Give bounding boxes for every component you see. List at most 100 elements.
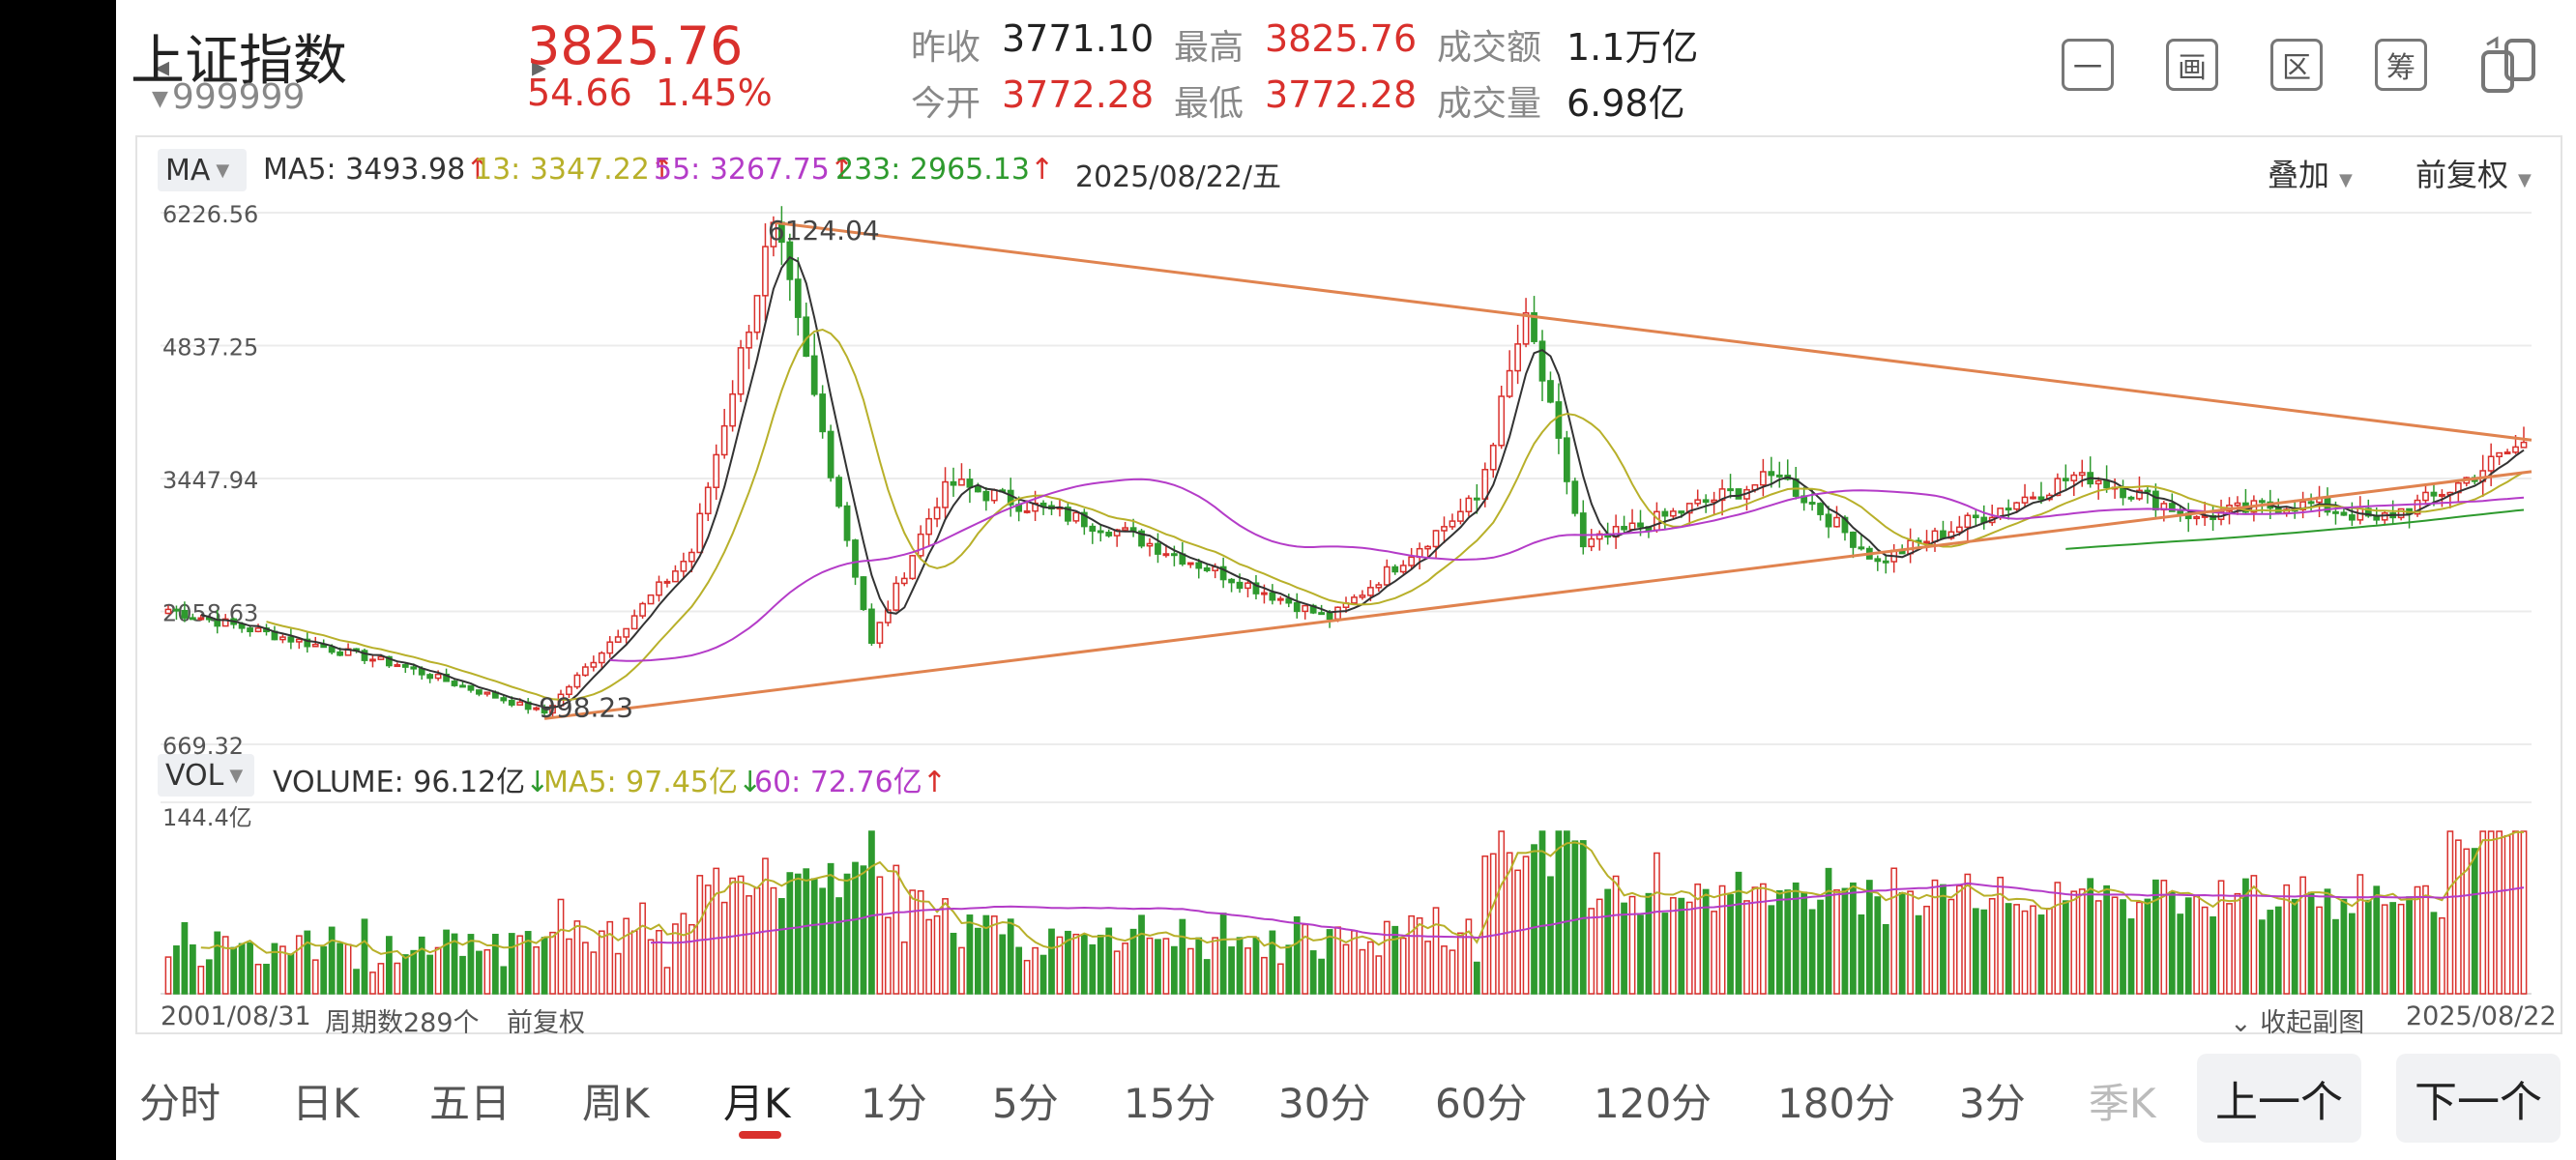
index-code-dropdown[interactable]: ▼ 999999 bbox=[152, 77, 305, 117]
candle-body bbox=[385, 655, 393, 667]
volume-bar bbox=[2324, 888, 2331, 995]
candle-body bbox=[1072, 511, 1080, 522]
volume-bar bbox=[1432, 907, 1440, 995]
volume-bar bbox=[181, 921, 189, 995]
ma55-line bbox=[609, 478, 2525, 662]
tab-monthly-k[interactable]: 月K bbox=[723, 1080, 791, 1127]
candle-body bbox=[1432, 530, 1440, 548]
candle-body bbox=[1718, 488, 1726, 502]
volume-bar bbox=[925, 918, 933, 995]
tab-180min[interactable]: 180分 bbox=[1777, 1080, 1896, 1127]
line-tool-icon[interactable]: 一 bbox=[2062, 39, 2114, 91]
candle-body bbox=[1383, 566, 1390, 586]
volume-bar bbox=[2013, 904, 2020, 995]
volume-bar bbox=[1129, 928, 1137, 995]
volume-bar bbox=[549, 931, 556, 995]
volume-bar bbox=[1391, 925, 1399, 995]
candle-body bbox=[590, 661, 598, 668]
volume-legend: VOLUME: 96.12亿↓ bbox=[273, 758, 549, 800]
volume-bar bbox=[1170, 945, 1178, 995]
adjust-dropdown[interactable]: 前复权 ▼ bbox=[2415, 151, 2532, 195]
volume-bar bbox=[1252, 937, 1260, 995]
candle-body bbox=[884, 609, 892, 624]
volume-bar bbox=[451, 933, 458, 995]
rotate-screen-icon[interactable] bbox=[2477, 35, 2539, 97]
candle-body bbox=[2168, 503, 2176, 512]
candle-body bbox=[1498, 395, 1506, 447]
candle-body bbox=[573, 674, 581, 688]
tab-60min[interactable]: 60分 bbox=[1435, 1080, 1528, 1127]
tab-fenshi[interactable]: 分时 bbox=[139, 1080, 221, 1127]
stat-value: 3772.28 bbox=[1265, 73, 1418, 116]
tab-5min[interactable]: 5分 bbox=[992, 1080, 1059, 1127]
tab-weekly-k[interactable]: 周K bbox=[582, 1080, 650, 1127]
volume-bar bbox=[680, 913, 688, 995]
tab-1min[interactable]: 1分 bbox=[861, 1080, 927, 1127]
tab-3min[interactable]: 3分 bbox=[1959, 1080, 2026, 1127]
next-stock-button[interactable]: 下一个 bbox=[2396, 1054, 2561, 1143]
index-code: 999999 bbox=[171, 77, 306, 117]
volume-bar bbox=[713, 867, 720, 995]
vol-selector[interactable]: VOL ▼ bbox=[158, 754, 254, 797]
tab-15min[interactable]: 15分 bbox=[1124, 1080, 1216, 1127]
candle-body bbox=[1972, 514, 1979, 519]
volume-bar bbox=[1039, 954, 1047, 995]
candle-body bbox=[704, 486, 712, 515]
candle-body bbox=[311, 643, 319, 648]
volume-bar bbox=[794, 873, 802, 995]
volume-bar bbox=[2316, 906, 2323, 995]
volume-bar bbox=[2177, 914, 2184, 995]
vol-label: VOL bbox=[165, 758, 224, 793]
volume-bar bbox=[614, 952, 622, 995]
cursor-date: 2025/08/22/五 bbox=[1075, 160, 1282, 194]
collapse-subchart-button[interactable]: ⌄ 收起副图 bbox=[2230, 1001, 2364, 1039]
vol-dropdown-icon: ▼ bbox=[229, 765, 244, 786]
candle-body bbox=[1923, 540, 1930, 544]
candle-body bbox=[2258, 500, 2266, 504]
volume-bar bbox=[990, 915, 998, 995]
candle-body bbox=[958, 478, 965, 486]
ma13-legend: 13: 3347.22↑ bbox=[474, 153, 674, 187]
prev-stock-button[interactable]: 上一个 bbox=[2197, 1054, 2361, 1143]
volume-bar bbox=[933, 914, 941, 995]
chip-tool-icon[interactable]: 筹 bbox=[2375, 39, 2427, 91]
volume-bar bbox=[663, 967, 671, 995]
candle-body bbox=[663, 580, 671, 584]
overlay-dropdown[interactable]: 叠加 ▼ bbox=[2268, 151, 2353, 195]
stat-label: 成交量 bbox=[1437, 84, 1542, 124]
volume-bar bbox=[1072, 933, 1080, 995]
prev-stock-arrow-icon[interactable]: ◂ bbox=[155, 50, 170, 84]
volume-bar bbox=[581, 942, 589, 995]
volume-bar bbox=[2030, 905, 2036, 995]
volume-bar bbox=[2291, 898, 2298, 995]
ma233-legend-text: 233: 2965.13 bbox=[835, 153, 1030, 187]
candle-body bbox=[1318, 612, 1326, 616]
candle-body bbox=[2512, 446, 2519, 453]
volume-bar bbox=[328, 926, 336, 995]
candle-body bbox=[614, 636, 622, 643]
tab-daily-k[interactable]: 日K bbox=[292, 1080, 360, 1127]
volume-bar bbox=[2062, 900, 2069, 995]
candle-body bbox=[925, 517, 933, 536]
volume-bar bbox=[401, 954, 409, 995]
tab-quarterly-k[interactable]: 季K bbox=[2089, 1080, 2156, 1127]
draw-tool-icon[interactable]: 画 bbox=[2166, 39, 2218, 91]
tab-120min[interactable]: 120分 bbox=[1594, 1080, 1712, 1127]
up-arrow-icon: ↑ bbox=[649, 153, 675, 187]
volume-bar bbox=[2414, 885, 2421, 995]
tab-five-day[interactable]: 五日 bbox=[429, 1080, 512, 1127]
volume-bar bbox=[1203, 959, 1211, 995]
range-tool-icon[interactable]: 区 bbox=[2270, 39, 2323, 91]
volume-bar bbox=[287, 953, 295, 995]
candle-body bbox=[1326, 612, 1333, 621]
tab-30min[interactable]: 30分 bbox=[1278, 1080, 1371, 1127]
volume-bar bbox=[1727, 894, 1734, 995]
volume-bar bbox=[999, 934, 1007, 995]
volume-bar bbox=[762, 857, 769, 995]
next-stock-arrow-icon[interactable]: ▸ bbox=[532, 50, 547, 84]
candle-body bbox=[1825, 513, 1832, 528]
volume-bar bbox=[868, 830, 875, 995]
volume-bar bbox=[1155, 939, 1161, 995]
ma-selector[interactable]: MA ▼ bbox=[158, 149, 247, 191]
